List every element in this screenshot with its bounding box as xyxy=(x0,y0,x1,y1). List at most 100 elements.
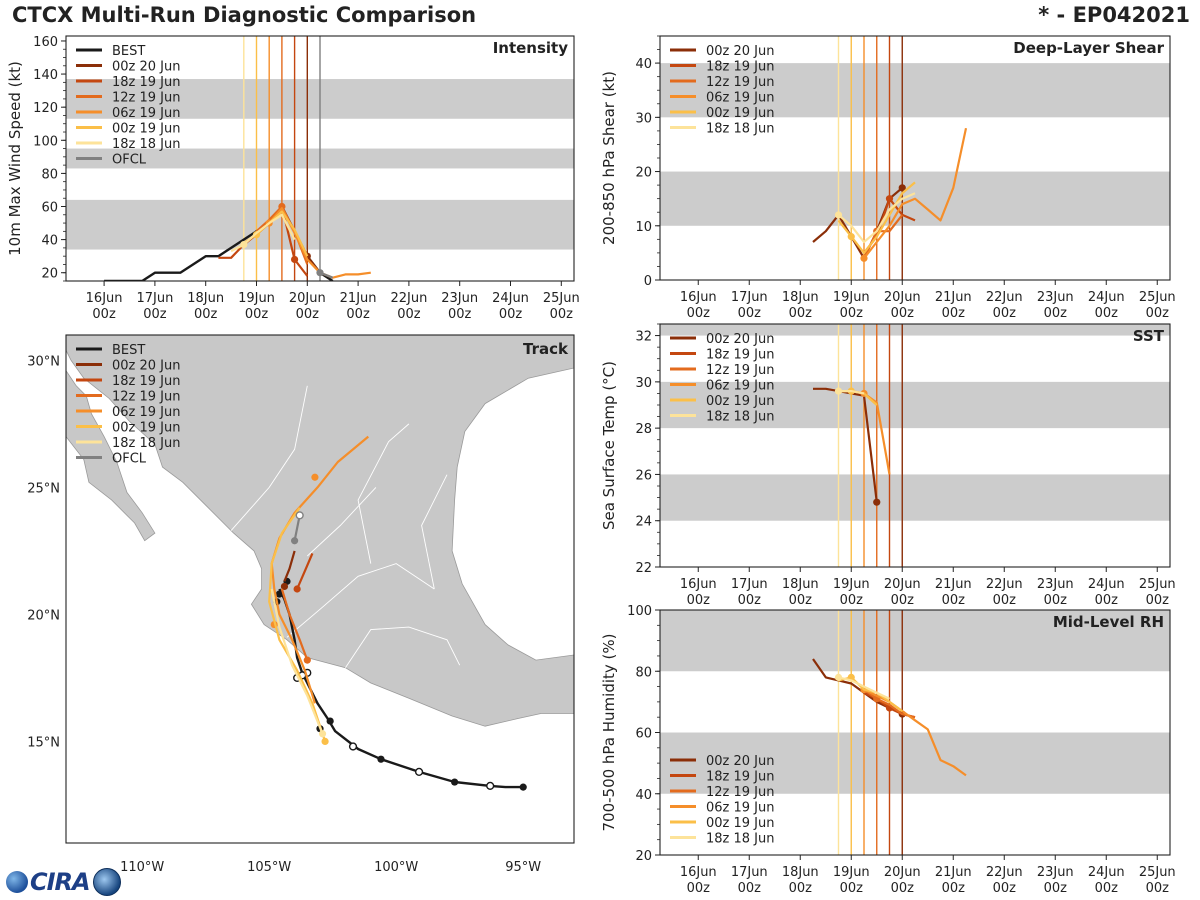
track-open-marker-ofcl-0 xyxy=(295,511,304,520)
logo-satellite-icon xyxy=(92,868,121,896)
shear-ytick-label: 40 xyxy=(635,57,652,72)
sst-ytick-label: 22 xyxy=(635,561,652,576)
track-open-marker-best-0 xyxy=(486,781,495,790)
shear-xtick-label-hour: 00z xyxy=(738,306,762,321)
sst-xtick-label: 20Jun xyxy=(884,577,921,592)
rh-ytick-label: 40 xyxy=(635,788,652,803)
sst-legend-label-18z-18-jun: 18z 18 Jun xyxy=(706,410,775,425)
sst-ytick-label: 30 xyxy=(635,376,652,391)
track-state-border-0 xyxy=(230,385,308,531)
track-panel-title: Track xyxy=(523,340,569,358)
rh-panel-title: Mid-Level RH xyxy=(1053,613,1164,631)
sst-band-0 xyxy=(660,474,1170,521)
sst-panel-title: SST xyxy=(1133,327,1165,345)
track-ytick-label: 30°N xyxy=(27,354,60,369)
intensity-xtick-label: 24Jun xyxy=(492,291,529,306)
shear-series-18z-18-jun xyxy=(837,192,916,244)
track-legend-label-ofcl: OFCL xyxy=(112,452,147,467)
sst-xtick-label: 19Jun xyxy=(833,577,870,592)
intensity-xtick-label: 20Jun xyxy=(289,291,326,306)
shear-xtick-label: 24Jun xyxy=(1088,290,1125,305)
track-legend-label-00z-19-jun: 00z 19 Jun xyxy=(112,421,181,436)
track-open-marker-best-1 xyxy=(414,767,424,776)
sst-ytick-label: 28 xyxy=(635,422,652,437)
intensity-xtick-label-hour: 00z xyxy=(499,307,523,322)
rh-legend-label-06z-19-jun: 06z 19 Jun xyxy=(706,801,775,816)
track-state-border-3 xyxy=(357,423,410,564)
track-xtick-label: 105°W xyxy=(247,860,291,875)
track-legend-label-12z-19-jun: 12z 19 Jun xyxy=(112,390,181,405)
sst-xtick-label-hour: 00z xyxy=(789,593,813,608)
track-marker-06z-19-jun-1 xyxy=(311,473,319,481)
rh-xtick-label: 21Jun xyxy=(935,865,972,880)
intensity-legend-label-00z-20-jun: 00z 20 Jun xyxy=(112,60,181,75)
shear-xtick-label: 16Jun xyxy=(680,290,717,305)
sst-band-1 xyxy=(660,381,1170,429)
rh-xtick-label-hour: 00z xyxy=(687,881,711,896)
rh-xtick-label: 19Jun xyxy=(833,865,870,880)
shear-marker-18z-18-jun-0 xyxy=(834,211,843,219)
shear-marker-18z-19-jun-0 xyxy=(885,195,894,203)
track-state-border-2 xyxy=(345,626,461,668)
rh-ytick-label: 100 xyxy=(627,604,652,619)
track-series-00z-20-jun xyxy=(283,550,296,582)
shear-xtick-label: 17Jun xyxy=(731,290,768,305)
shear-legend-label-00z-19-jun: 00z 19 Jun xyxy=(706,106,775,121)
rh-legend-label-18z-19-jun: 18z 19 Jun xyxy=(706,770,775,785)
intensity-legend-label-18z-18-jun: 18z 18 Jun xyxy=(112,137,181,152)
sst-xtick-label-hour: 00z xyxy=(891,593,915,608)
track-land-baja xyxy=(66,369,156,542)
logo-globe-icon xyxy=(6,871,28,893)
rh-series-06z-19-jun xyxy=(863,688,967,777)
shear-legend-label-06z-19-jun: 06z 19 Jun xyxy=(706,91,775,106)
rh-xtick-label-hour: 00z xyxy=(789,881,813,896)
rh-xtick-label-hour: 00z xyxy=(993,881,1017,896)
shear-xtick-label: 18Jun xyxy=(782,290,819,305)
sst-xtick-label-hour: 00z xyxy=(738,593,762,608)
intensity-legend-label-12z-19-jun: 12z 19 Jun xyxy=(112,91,181,106)
track-ytick-label: 15°N xyxy=(27,735,60,750)
intensity-panel-title: Intensity xyxy=(493,39,569,57)
sst-legend-label-00z-20-jun: 00z 20 Jun xyxy=(706,332,775,347)
rh-xtick-label: 16Jun xyxy=(680,865,717,880)
shear-xtick-label-hour: 00z xyxy=(840,306,864,321)
shear-marker-00z-20-jun-0 xyxy=(898,184,906,192)
shear-ytick-label: 20 xyxy=(635,166,652,181)
intensity-ytick-label: 40 xyxy=(41,234,58,249)
sst-xtick-label: 25Jun xyxy=(1139,577,1176,592)
intensity-ytick-label: 100 xyxy=(33,134,58,149)
shear-band-1 xyxy=(660,63,1170,118)
track-marker-12z-19-jun-0 xyxy=(303,656,311,664)
intensity-ytick-label: 140 xyxy=(33,68,58,83)
cira-logo: CIRA xyxy=(6,866,121,898)
shear-legend-label-18z-19-jun: 18z 19 Jun xyxy=(706,60,775,75)
shear-ytick-label: 30 xyxy=(635,111,652,126)
intensity-ylabel: 10m Max Wind Speed (kt) xyxy=(6,61,24,256)
track-series-00z-19-jun xyxy=(268,507,327,742)
intensity-xtick-label: 17Jun xyxy=(136,291,173,306)
track-marker-00z-20-jun-0 xyxy=(280,582,289,591)
shear-xtick-label: 20Jun xyxy=(884,290,921,305)
shear-xtick-label-hour: 00z xyxy=(687,306,711,321)
rh-marker-18z-18-jun-0 xyxy=(834,673,843,681)
track-state-border-4 xyxy=(306,487,377,557)
rh-legend-label-12z-19-jun: 12z 19 Jun xyxy=(706,785,775,800)
intensity-xtick-label: 23Jun xyxy=(441,291,478,306)
shear-xtick-label-hour: 00z xyxy=(942,306,966,321)
rh-xtick-label: 25Jun xyxy=(1139,865,1176,880)
track-ytick-label: 25°N xyxy=(27,481,60,496)
sst-xtick-label: 21Jun xyxy=(935,577,972,592)
intensity-xtick-label-hour: 00z xyxy=(92,307,116,322)
sst-xtick-label-hour: 00z xyxy=(1044,593,1068,608)
sst-xtick-label-hour: 00z xyxy=(993,593,1017,608)
track-xtick-label: 95°W xyxy=(505,860,541,875)
rh-band-1 xyxy=(660,610,1170,672)
logo-text: CIRA xyxy=(30,868,91,896)
intensity-xtick-label-hour: 00z xyxy=(397,307,421,322)
track-series-best xyxy=(278,588,524,789)
intensity-legend-label-ofcl: OFCL xyxy=(112,153,147,168)
rh-legend-label-18z-18-jun: 18z 18 Jun xyxy=(706,832,775,847)
track-open-marker-best-2 xyxy=(348,742,358,751)
track-xtick-label: 110°W xyxy=(120,860,164,875)
